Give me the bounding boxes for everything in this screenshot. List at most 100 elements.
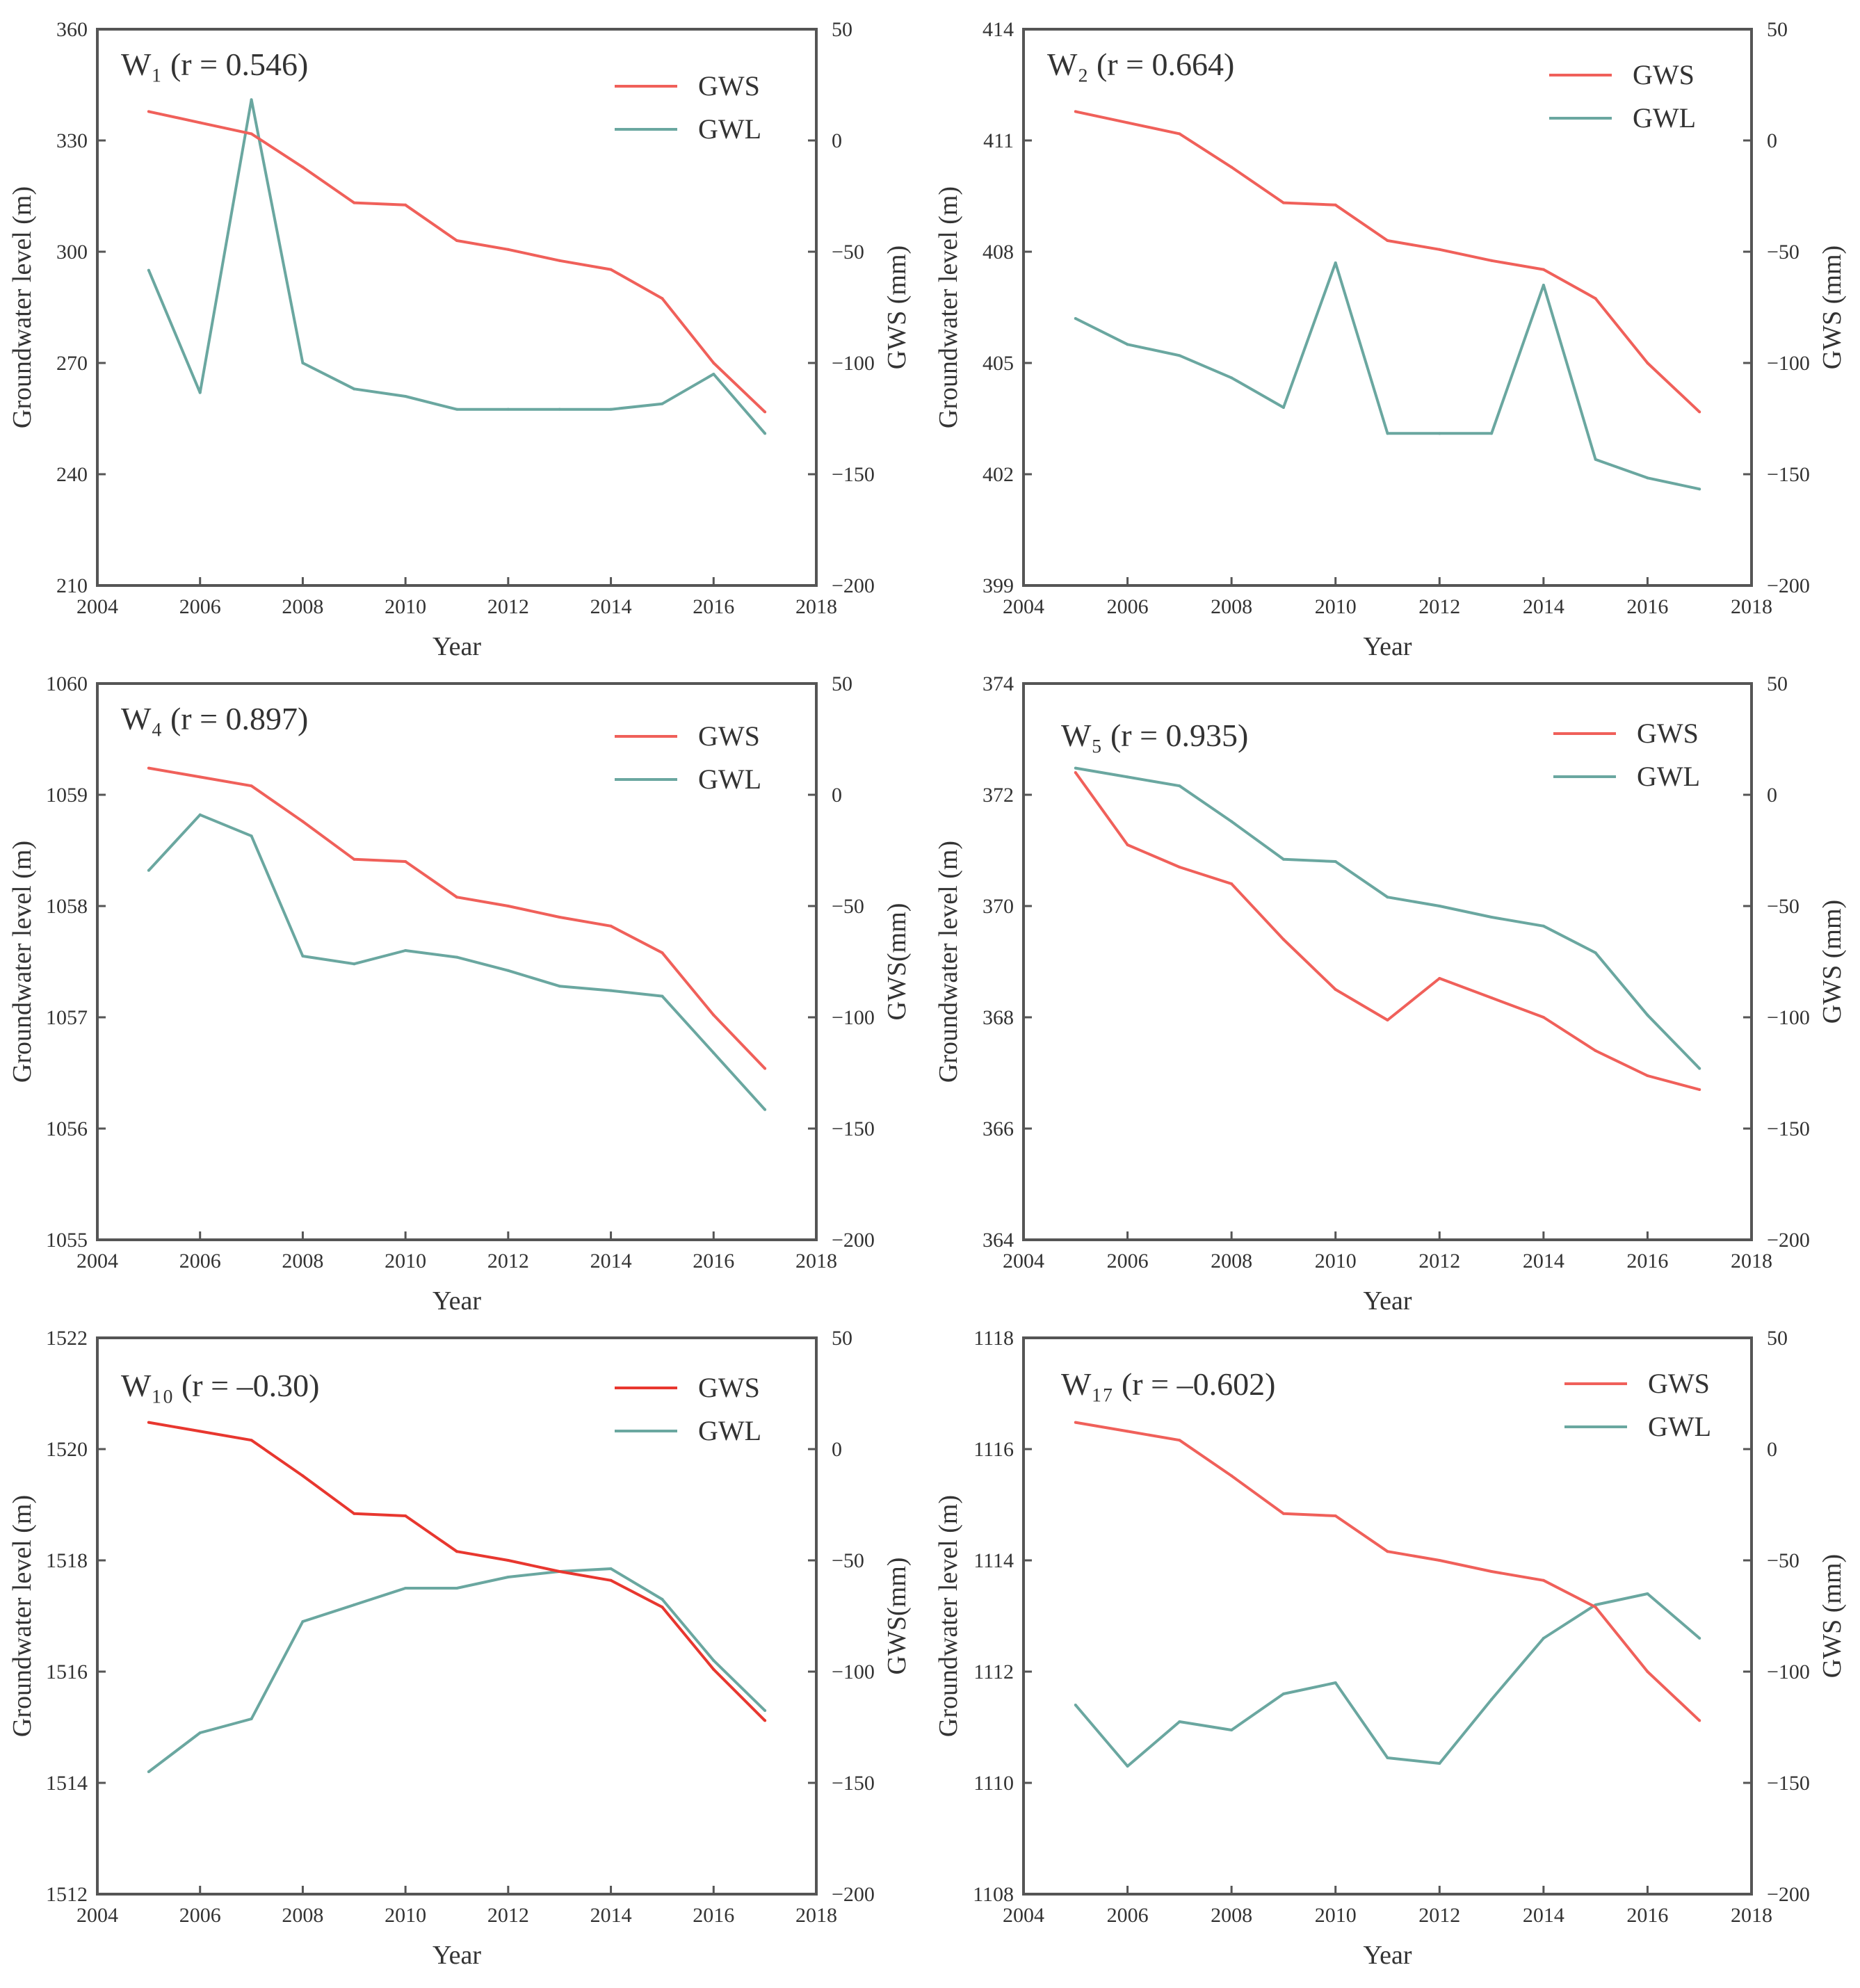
- plot-frame: [96, 682, 818, 1241]
- gwl-point: [1178, 784, 1181, 788]
- gws-point: [1126, 843, 1129, 846]
- gwl-legend-label: GWL: [698, 763, 761, 795]
- gws-point: [506, 248, 510, 251]
- x-tick-label: 2008: [1211, 1904, 1252, 1927]
- y-left-tick-label: 1055: [46, 1229, 88, 1252]
- x-tick-label: 2010: [385, 595, 426, 618]
- y-left-tick-label: 1520: [46, 1438, 88, 1461]
- y-right-axis-title: GWS (mm): [1818, 1554, 1847, 1678]
- gws-legend-label: GWS: [1633, 59, 1695, 90]
- gws-line: [1074, 771, 1700, 1091]
- gwl-point: [1230, 820, 1234, 823]
- x-tick-label: 2018: [795, 595, 837, 618]
- gwl-legend-label: GWL: [1633, 102, 1696, 134]
- y-right-tick-label: −50: [1767, 1549, 1800, 1572]
- y-right-axis-title: GWS (mm): [1818, 245, 1847, 369]
- y-right-tick-label: −150: [832, 463, 875, 486]
- gwl-point: [506, 407, 510, 411]
- x-tick-label: 2004: [1003, 595, 1044, 618]
- y-left-axis-title: Groundwater level (m): [934, 186, 963, 428]
- gws-point: [1594, 1606, 1597, 1609]
- gws-point: [1230, 165, 1234, 169]
- gwl-line: [147, 813, 766, 1111]
- gwl-point: [250, 834, 253, 838]
- gws-point: [558, 1570, 561, 1573]
- gwl-point: [506, 969, 510, 972]
- y-right-tick-label: 50: [1767, 18, 1788, 41]
- x-tick-label: 2006: [179, 1250, 221, 1272]
- gws-legend-label: GWS: [1648, 1368, 1710, 1399]
- gws-point: [250, 132, 253, 136]
- x-axis-title: Year: [1363, 1286, 1412, 1316]
- y-right-tick-label: −100: [832, 1660, 875, 1683]
- gwl-point: [147, 868, 150, 872]
- gwl-point: [1281, 406, 1285, 409]
- y-right-tick-label: −200: [1767, 574, 1810, 597]
- legend: GWS GWL: [1564, 1368, 1711, 1442]
- x-tick-label: 2010: [1315, 1250, 1357, 1272]
- gws-series: [147, 110, 767, 414]
- gwl-point: [1542, 924, 1545, 928]
- x-tick-label: 2008: [282, 595, 323, 618]
- y-left-tick-label: 1116: [973, 1438, 1014, 1461]
- x-tick-label: 2014: [1523, 1250, 1564, 1272]
- gwl-point: [1386, 432, 1389, 435]
- y-right-tick-label: −100: [832, 1006, 875, 1029]
- y-left-axis-title: Groundwater level (m): [8, 186, 37, 428]
- gws-point: [353, 201, 356, 204]
- gwl-point: [301, 362, 305, 364]
- gwl-point: [661, 1598, 664, 1601]
- y-right-tick-label: −150: [832, 1117, 875, 1140]
- gwl-point: [1438, 1762, 1441, 1765]
- gws-point: [763, 410, 767, 414]
- x-tick-label: 2012: [487, 1904, 529, 1927]
- gws-legend-label: GWS: [698, 1372, 760, 1403]
- gwl-series: [147, 98, 767, 435]
- y-left-axis-title: Groundwater level (m): [934, 1495, 963, 1737]
- x-tick-label: 2012: [1418, 595, 1460, 618]
- gwl-line: [147, 98, 766, 435]
- y-left-tick-label: 1057: [46, 1006, 88, 1029]
- y-left-tick-label: 399: [982, 574, 1014, 597]
- x-tick-label: 2006: [179, 1904, 221, 1927]
- gws-series: [1074, 771, 1701, 1091]
- gwl-point: [198, 1731, 202, 1734]
- gws-point: [609, 1578, 613, 1582]
- gws-point: [455, 1550, 458, 1553]
- y-left-tick-label: 1059: [46, 784, 88, 807]
- gws-point: [763, 1067, 767, 1070]
- gws-line: [1075, 1421, 1701, 1722]
- panel-3: 2004 2006 2008 2010 2012 2014 2016 2018 1055 1056…: [8, 672, 912, 1316]
- gws-point: [661, 297, 664, 300]
- gws-point: [1542, 268, 1545, 271]
- y-left-tick-label: 1514: [46, 1772, 88, 1795]
- gws-line: [148, 766, 766, 1069]
- y-left-tick-label: 300: [56, 241, 88, 264]
- gws-point: [198, 121, 202, 124]
- gwl-point: [353, 1603, 356, 1606]
- gwl-point: [1334, 1681, 1337, 1684]
- gws-point: [1490, 1570, 1494, 1573]
- y-left-tick-label: 210: [56, 574, 88, 597]
- gws-point: [661, 951, 664, 955]
- panel-5: 2004 2006 2008 2010 2012 2014 2016 2018 1512 1514…: [8, 1327, 912, 1970]
- gwl-point: [1178, 1720, 1181, 1723]
- y-left-tick-label: 1118: [973, 1327, 1014, 1350]
- gwl-point: [1542, 284, 1545, 286]
- gws-point: [1230, 882, 1234, 885]
- gws-point: [1074, 771, 1077, 774]
- gwl-point: [1074, 317, 1077, 320]
- x-tick-label: 2016: [1626, 1250, 1668, 1272]
- gwl-point: [198, 813, 202, 816]
- x-tick-label: 2012: [1418, 1904, 1460, 1927]
- gws-point: [455, 896, 458, 899]
- x-tick-label: 2012: [487, 595, 529, 618]
- gws-legend-label: GWS: [1637, 718, 1699, 749]
- plot-frame: [1022, 28, 1753, 587]
- y-left-axis-title: Groundwater level (m): [934, 841, 963, 1083]
- gwl-point: [455, 1587, 458, 1590]
- gwl-point: [1542, 1637, 1545, 1640]
- gwl-point: [301, 1620, 305, 1623]
- x-tick-label: 2010: [1315, 1904, 1357, 1927]
- gwl-point: [1646, 1592, 1649, 1595]
